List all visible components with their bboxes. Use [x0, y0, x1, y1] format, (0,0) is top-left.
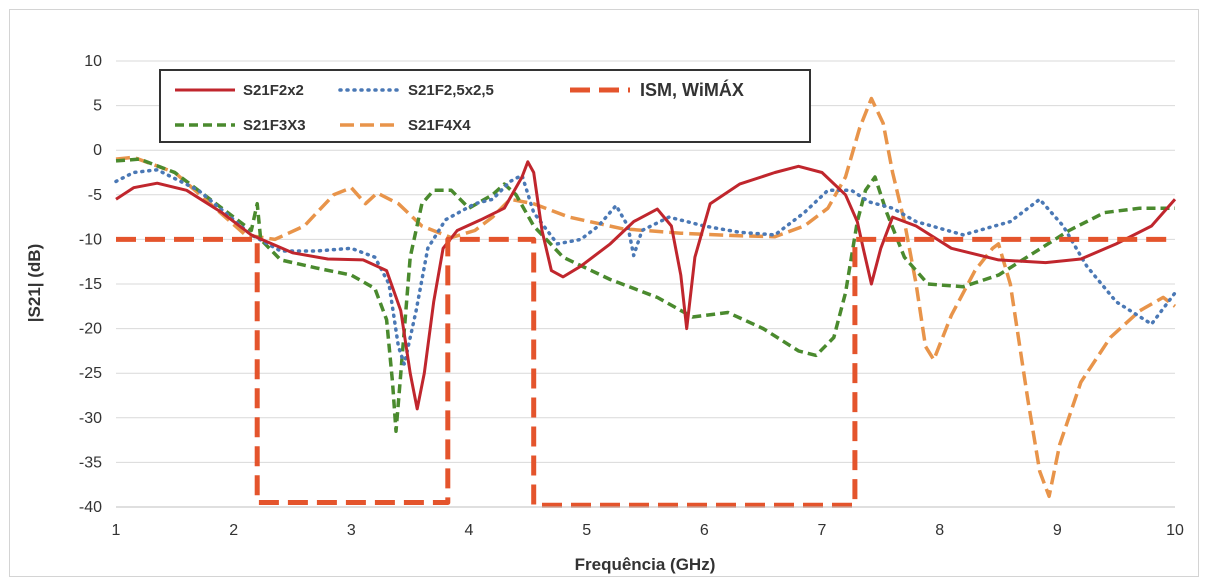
y-tick-label: 5	[93, 98, 102, 115]
y-tick-label: -10	[79, 231, 102, 248]
gridlines	[116, 60, 1175, 508]
series-line-s21f2-5x2-5	[114, 168, 1177, 367]
x-tick-label: 8	[935, 522, 944, 539]
x-tick-label: 1	[112, 522, 121, 539]
legend-box	[159, 69, 811, 143]
x-tick-label: 6	[700, 522, 709, 539]
legend-label-s21f4x4: S21F4X4	[408, 117, 471, 134]
series-line-ism-wim-x	[116, 236, 1175, 508]
x-tick-label: 4	[465, 522, 474, 539]
y-tick-label: -40	[79, 499, 102, 516]
legend-label-s21f2x2: S21F2x2	[243, 82, 304, 99]
legend: S21F2x2 S21F2,5x2,5 ISM, WiMÁX S21F3X3 S…	[159, 69, 811, 143]
legend-label-ism-wimax: ISM, WiMÁX	[640, 79, 744, 100]
y-tick-label: -35	[79, 454, 102, 471]
y-tick-label: -5	[88, 187, 102, 204]
x-axis-title: Frequência (GHz)	[575, 555, 716, 574]
y-tick-label: -20	[79, 321, 102, 338]
x-tick-label: 7	[818, 522, 827, 539]
x-tick-label: 9	[1053, 522, 1062, 539]
x-tick-label: 2	[229, 522, 238, 539]
x-tick-labels: 1 2 3 4 5 6 7 8 9 10	[112, 522, 1184, 539]
x-tick-label: 3	[347, 522, 356, 539]
y-tick-label: 10	[84, 53, 102, 70]
series-line-s21f3x3	[115, 157, 1175, 433]
chart-frame	[9, 9, 1199, 577]
legend-label-s21f2-5x2-5: S21F2,5x2,5	[408, 82, 494, 99]
legend-label-s21f3x3: S21F3X3	[243, 117, 306, 134]
series-line-s21f2x2	[115, 160, 1177, 411]
y-tick-label: 0	[93, 142, 102, 159]
x-tick-label: 5	[582, 522, 591, 539]
series-line-s21f4x4	[115, 96, 1177, 499]
y-axis-title: |S21| (dB)	[25, 244, 44, 322]
y-tick-label: -25	[79, 365, 102, 382]
y-tick-label: -15	[79, 276, 102, 293]
y-tick-labels: 10 5 0 -5 -10 -15 -20 -25 -30 -35 -40	[79, 53, 102, 516]
x-tick-label: 10	[1166, 522, 1184, 539]
series-lines	[114, 96, 1177, 508]
y-tick-label: -30	[79, 410, 102, 427]
